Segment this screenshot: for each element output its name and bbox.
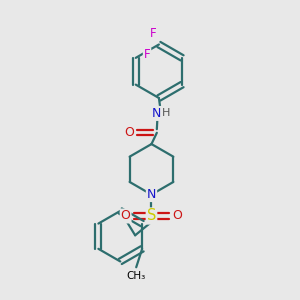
Text: O: O <box>124 126 134 139</box>
Text: H: H <box>162 108 170 118</box>
Text: F: F <box>144 48 150 62</box>
Text: S: S <box>147 208 156 224</box>
Text: O: O <box>172 209 182 223</box>
Text: O: O <box>121 209 130 223</box>
Text: N: N <box>147 188 156 201</box>
Text: N: N <box>152 107 161 120</box>
Text: CH₃: CH₃ <box>127 271 146 281</box>
Text: F: F <box>150 27 157 40</box>
